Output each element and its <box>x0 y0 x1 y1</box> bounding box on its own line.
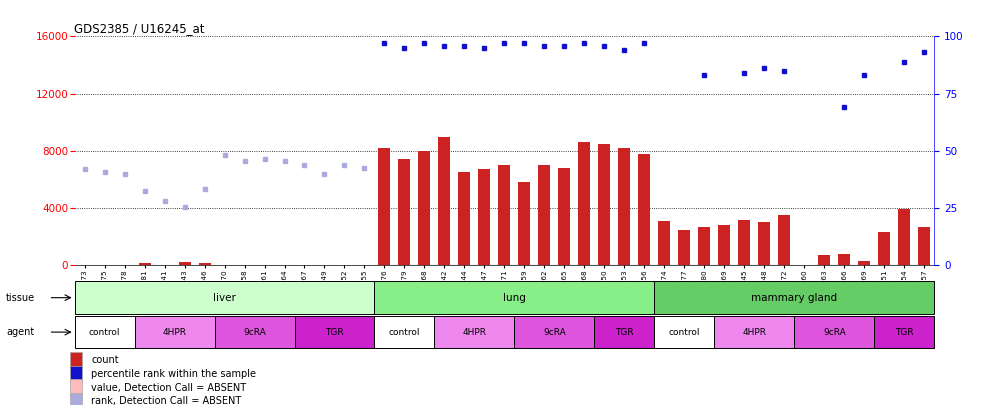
Bar <box>899 209 911 265</box>
Bar <box>199 263 211 265</box>
Bar <box>179 262 191 265</box>
Bar <box>434 316 515 348</box>
Bar <box>498 165 511 265</box>
Bar <box>438 136 450 265</box>
Bar <box>579 142 590 265</box>
Text: TGR: TGR <box>325 328 344 337</box>
Bar <box>594 316 654 348</box>
Bar <box>539 165 551 265</box>
Bar <box>70 379 82 396</box>
Bar <box>70 366 82 382</box>
Bar <box>515 316 594 348</box>
Bar <box>719 225 731 265</box>
Bar <box>778 215 790 265</box>
Text: percentile rank within the sample: percentile rank within the sample <box>91 369 256 379</box>
Bar <box>75 316 134 348</box>
Text: control: control <box>88 328 120 337</box>
Text: GDS2385 / U16245_at: GDS2385 / U16245_at <box>74 22 204 35</box>
Text: 4HPR: 4HPR <box>743 328 766 337</box>
Bar <box>418 151 430 265</box>
Bar <box>75 281 375 314</box>
Bar <box>739 220 750 265</box>
Bar <box>658 221 670 265</box>
Text: TGR: TGR <box>895 328 913 337</box>
Text: 9cRA: 9cRA <box>543 328 566 337</box>
Bar <box>478 169 490 265</box>
Bar <box>519 182 531 265</box>
Bar <box>875 316 934 348</box>
Bar <box>375 281 654 314</box>
Bar <box>679 230 691 265</box>
Bar <box>215 316 294 348</box>
Bar <box>134 316 215 348</box>
Text: value, Detection Call = ABSENT: value, Detection Call = ABSENT <box>91 382 247 392</box>
Bar <box>294 316 375 348</box>
Bar <box>379 148 391 265</box>
Bar <box>559 168 571 265</box>
Text: mammary gland: mammary gland <box>751 293 838 303</box>
Text: control: control <box>389 328 420 337</box>
Bar <box>70 393 82 405</box>
Bar <box>638 154 650 265</box>
Text: liver: liver <box>213 293 236 303</box>
Text: tissue: tissue <box>5 293 35 303</box>
Bar <box>794 316 875 348</box>
Bar <box>818 255 830 265</box>
Bar <box>879 232 891 265</box>
Bar <box>618 148 630 265</box>
Bar <box>758 222 770 265</box>
Bar <box>458 172 470 265</box>
Bar <box>918 227 930 265</box>
Text: 9cRA: 9cRA <box>244 328 265 337</box>
Text: lung: lung <box>503 293 526 303</box>
Text: count: count <box>91 355 119 365</box>
Bar <box>654 316 715 348</box>
Bar <box>699 227 711 265</box>
Text: control: control <box>669 328 700 337</box>
Bar <box>399 160 411 265</box>
Text: TGR: TGR <box>615 328 634 337</box>
Bar <box>375 316 434 348</box>
Bar <box>859 261 871 265</box>
Bar <box>138 263 150 265</box>
Bar <box>70 352 82 369</box>
Text: agent: agent <box>6 327 35 337</box>
Text: 4HPR: 4HPR <box>163 328 187 337</box>
Bar <box>838 254 851 265</box>
Bar <box>715 316 794 348</box>
Text: 9cRA: 9cRA <box>823 328 846 337</box>
Bar <box>598 144 610 265</box>
Text: rank, Detection Call = ABSENT: rank, Detection Call = ABSENT <box>91 396 242 405</box>
Bar <box>654 281 934 314</box>
Text: 4HPR: 4HPR <box>462 328 486 337</box>
